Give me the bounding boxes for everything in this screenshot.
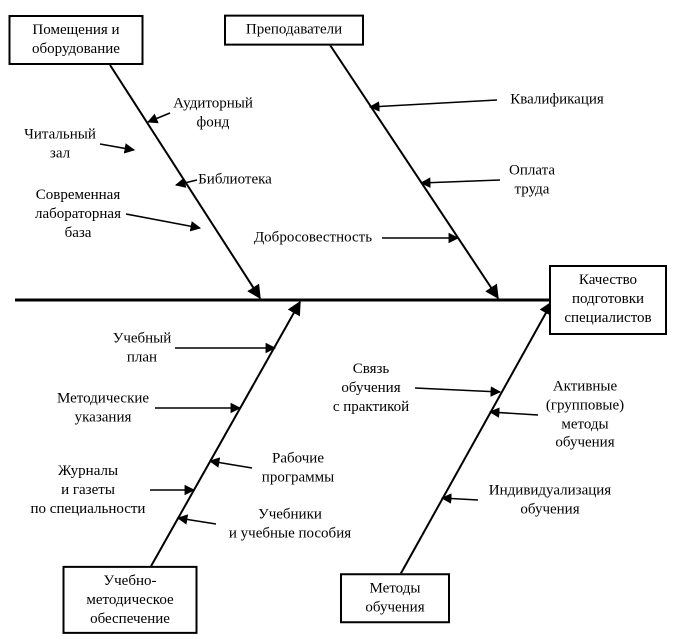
factor-rooms-2: Библиотека [198, 171, 272, 190]
category-box-ways: Методы обучения [340, 573, 450, 623]
factor-method-8: Методические указания [57, 389, 149, 427]
factor-teachers-6: Добросовестность [254, 229, 372, 248]
factor-rooms-1: Читальный зал [24, 125, 96, 163]
factor-method-11: Учебники и учебные пособия [229, 505, 351, 543]
category-box-teachers: Преподаватели [224, 15, 364, 46]
factor-ways-12: Связь обучения с практикой [333, 360, 409, 416]
factor-teachers-4: Квалификация [510, 91, 604, 110]
factor-method-9: Рабочие программы [262, 449, 334, 487]
factor-method-10: Журналы и газеты по специальности [31, 462, 146, 518]
category-box-rooms: Помещения и оборудование [9, 15, 144, 65]
factor-ways-13: Активные (групповые) методы обучения [546, 378, 624, 453]
effect-box: Качество подготовки специалистов [549, 265, 667, 335]
category-box-method: Учебно- методическое обеспечение [63, 566, 198, 634]
factor-method-7: Учебный план [113, 329, 172, 367]
factor-teachers-5: Оплата труда [509, 161, 555, 199]
factor-rooms-0: Аудиторный фонд [173, 94, 253, 132]
factor-ways-14: Индивидуализация обучения [489, 481, 611, 519]
factor-rooms-3: Современная лабораторная база [35, 186, 121, 242]
